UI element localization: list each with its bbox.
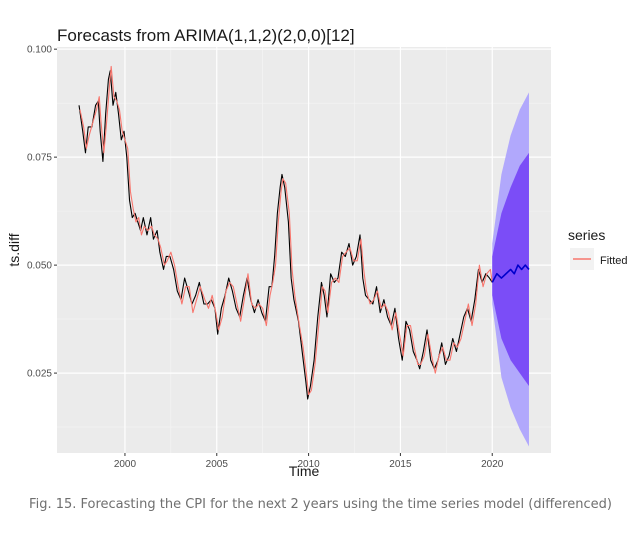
forecast-chart: Forecasts from ARIMA(1,1,2)(2,0,0)[12] 2… [6, 26, 628, 479]
legend-title: series [568, 227, 605, 243]
x-tick-label: 2020 [481, 459, 504, 470]
fitted-line [79, 65, 493, 396]
y-tick-label: 0.075 [27, 153, 52, 164]
x-tick-label: 2005 [206, 459, 229, 470]
y-axis-label: ts.diff [6, 233, 22, 266]
x-tick-label: 2010 [297, 459, 320, 470]
forecast-line [491, 264, 530, 283]
series-lines [78, 65, 530, 400]
legend: series Fitted [568, 227, 628, 270]
axes: 2000 2005 2010 2015 2020 0.025 0.050 0.075 0.100 [27, 45, 504, 470]
x-tick-label: 2015 [389, 459, 412, 470]
x-axis-label: Time [289, 463, 320, 479]
figure-caption: Fig. 15. Forecasting the CPI for the nex… [29, 497, 612, 512]
chart-title: Forecasts from ARIMA(1,1,2)(2,0,0)[12] [57, 26, 355, 45]
y-tick-label: 0.025 [27, 369, 52, 380]
y-tick-label: 0.100 [27, 45, 52, 56]
x-tick-label: 2000 [114, 459, 137, 470]
legend-label-fitted: Fitted [600, 255, 628, 267]
y-tick-label: 0.050 [27, 261, 52, 272]
plot-panel [57, 47, 551, 453]
